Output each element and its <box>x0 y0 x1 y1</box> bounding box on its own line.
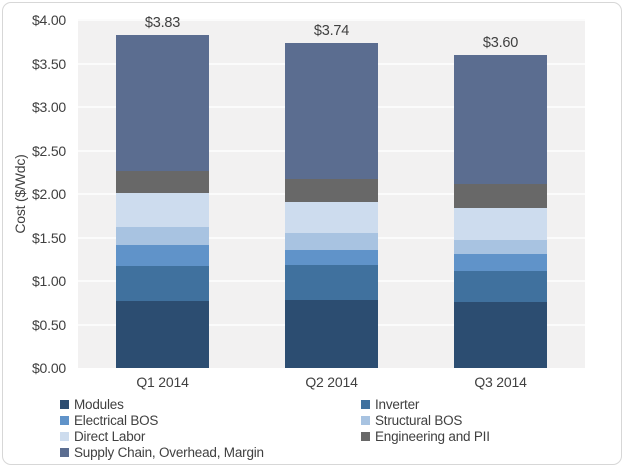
legend-item-inverter: Inverter <box>361 396 419 412</box>
bar-segment-inverter <box>285 265 378 301</box>
y-axis-title: Cost ($/Wdc) <box>12 154 28 234</box>
legend-label: Supply Chain, Overhead, Margin <box>74 444 264 460</box>
legend-label: Modules <box>74 396 124 412</box>
bar-segment-inverter <box>116 266 209 302</box>
y-tick-label: $2.50 <box>31 142 66 159</box>
bar-segment-engineering-and-pii <box>285 179 378 202</box>
legend-swatch-icon <box>60 399 69 409</box>
bar-total-label: $3.74 <box>313 22 350 39</box>
legend-swatch-icon <box>60 431 69 441</box>
bar-segment-supply-chain-overhead-margin <box>116 34 209 172</box>
stacked-bar-q1-2014 <box>116 34 209 368</box>
bar-segment-direct-labor <box>454 207 547 241</box>
legend-label: Direct Labor <box>74 428 146 444</box>
plot-area <box>78 19 585 368</box>
stacked-bar-q3-2014 <box>454 54 547 368</box>
legend-swatch-icon <box>60 415 69 425</box>
legend-label: Electrical BOS <box>74 412 159 428</box>
legend-swatch-icon <box>361 431 370 441</box>
legend-item-supply-chain-overhead-margin: Supply Chain, Overhead, Margin <box>60 444 264 460</box>
bar-segment-direct-labor <box>285 201 378 234</box>
bar-segment-engineering-and-pii <box>454 184 547 208</box>
bar-segment-supply-chain-overhead-margin <box>454 54 547 185</box>
legend-label: Structural BOS <box>375 412 463 428</box>
bar-segment-engineering-and-pii <box>116 171 209 194</box>
y-tick-label: $3.00 <box>31 99 66 115</box>
x-axis-label: Q2 2014 <box>305 374 358 390</box>
x-axis-label: Q3 2014 <box>474 374 527 390</box>
stacked-bar-q2-2014 <box>285 42 378 368</box>
bar-segment-supply-chain-overhead-margin <box>285 42 378 180</box>
x-axis-label: Q1 2014 <box>136 374 189 390</box>
legend-item-direct-labor: Direct Labor <box>60 428 145 444</box>
legend-item-electrical-bos: Electrical BOS <box>60 412 158 428</box>
bar-segment-structural-bos <box>454 240 547 255</box>
bar-segment-electrical-bos <box>116 245 209 267</box>
legend-item-engineering-and-pii: Engineering and PII <box>361 428 490 444</box>
bar-segment-modules <box>285 300 378 368</box>
bar-segment-structural-bos <box>116 227 209 246</box>
legend-swatch-icon <box>361 399 370 409</box>
bar-total-label: $3.60 <box>482 34 519 51</box>
bar-segment-electrical-bos <box>454 254 547 272</box>
bar-segment-electrical-bos <box>285 249 378 266</box>
legend-item-modules: Modules <box>60 396 124 412</box>
y-tick-label: $0.50 <box>31 316 66 333</box>
y-tick-label: $2.00 <box>31 186 66 202</box>
y-tick-label: $1.50 <box>31 229 66 246</box>
bar-total-label: $3.83 <box>144 14 181 31</box>
legend-swatch-icon <box>60 447 69 457</box>
bar-segment-inverter <box>454 271 547 302</box>
legend-item-structural-bos: Structural BOS <box>361 412 462 428</box>
bar-segment-direct-labor <box>116 193 209 228</box>
bar-segment-structural-bos <box>285 233 378 250</box>
legend-swatch-icon <box>361 415 370 425</box>
grid-line <box>78 19 585 21</box>
y-tick-label: $0.00 <box>31 360 66 376</box>
y-tick-label: $1.00 <box>31 273 66 289</box>
bar-segment-modules <box>116 301 209 368</box>
bar-segment-modules <box>454 301 547 368</box>
y-tick-label: $3.50 <box>31 55 66 72</box>
legend-label: Inverter <box>375 396 420 412</box>
legend-label: Engineering and PII <box>375 428 490 444</box>
y-tick-label: $4.00 <box>31 12 66 28</box>
